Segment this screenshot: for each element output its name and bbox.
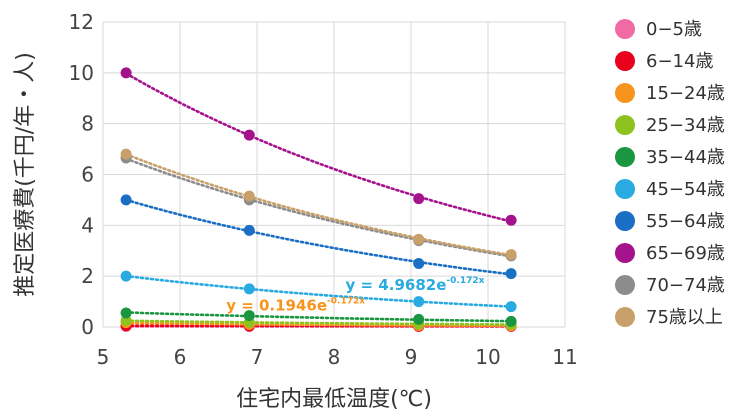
data-point bbox=[120, 270, 132, 282]
fit-equation-exponent: -0.172x bbox=[327, 296, 365, 306]
legend-label: 25−34歳 bbox=[646, 115, 725, 136]
legend-marker bbox=[615, 179, 635, 199]
data-point bbox=[243, 224, 255, 236]
legend-marker bbox=[615, 211, 635, 231]
trendline bbox=[124, 157, 513, 258]
y-tick-label: 0 bbox=[81, 315, 94, 339]
x-tick-label: 8 bbox=[328, 345, 341, 369]
legend-label: 55−64歳 bbox=[646, 211, 725, 232]
legend-marker bbox=[615, 83, 635, 103]
y-tick-label: 4 bbox=[81, 213, 94, 237]
legend-marker bbox=[615, 243, 635, 263]
legend-marker bbox=[615, 275, 635, 295]
x-tick-label: 5 bbox=[97, 345, 110, 369]
data-point bbox=[413, 313, 425, 325]
x-axis-title: 住宅内最低温度(℃) bbox=[236, 387, 432, 412]
data-point bbox=[413, 233, 425, 245]
trendline bbox=[124, 311, 513, 323]
legend-marker bbox=[615, 147, 635, 167]
x-tick-label: 6 bbox=[174, 345, 187, 369]
legend: 0−5歳 6−14歳 15−24歳 25−34歳 35−44歳 45−54歳 55−64歳 6… bbox=[615, 19, 725, 328]
trendline bbox=[124, 274, 513, 308]
fit-equation-base: y = 4.9682e bbox=[346, 276, 447, 294]
legend-label: 0−5歳 bbox=[646, 19, 702, 40]
trendline bbox=[124, 198, 513, 276]
legend-label: 15−24歳 bbox=[646, 83, 725, 104]
legend-label: 75歳以上 bbox=[646, 307, 723, 328]
y-tick-label: 10 bbox=[69, 61, 94, 85]
axis-ticks: 5 6 7 8 9 10 11 0 2 4 6 8 10 12 bbox=[69, 10, 578, 369]
data-point bbox=[243, 283, 255, 295]
data-point bbox=[505, 249, 517, 261]
x-tick-label: 11 bbox=[552, 345, 577, 369]
data-point bbox=[120, 148, 132, 160]
x-tick-label: 7 bbox=[251, 345, 264, 369]
legend-label: 6−14歳 bbox=[646, 51, 713, 72]
fit-equation: y = 0.1946e-0.172x bbox=[226, 296, 365, 314]
trendline bbox=[124, 321, 513, 328]
data-point bbox=[120, 315, 132, 327]
y-tick-label: 8 bbox=[81, 112, 94, 136]
data-point bbox=[120, 194, 132, 206]
legend-label: 70−74歳 bbox=[646, 275, 725, 296]
data-point bbox=[505, 301, 517, 313]
legend-label: 45−54歳 bbox=[646, 179, 725, 200]
legend-label: 35−44歳 bbox=[646, 147, 725, 168]
data-point bbox=[413, 193, 425, 205]
data-point bbox=[243, 129, 255, 141]
y-tick-label: 6 bbox=[81, 163, 94, 187]
data-point bbox=[413, 257, 425, 269]
fit-equation-exponent: -0.172x bbox=[446, 276, 484, 286]
trendline bbox=[124, 72, 513, 223]
data-point bbox=[120, 307, 132, 319]
x-tick-label: 10 bbox=[475, 345, 500, 369]
legend-marker bbox=[615, 19, 635, 39]
legend-marker bbox=[615, 307, 635, 327]
fit-equation-base: y = 0.1946e bbox=[226, 296, 327, 314]
trendline bbox=[124, 153, 513, 257]
data-point bbox=[413, 296, 425, 308]
data-point bbox=[505, 315, 517, 327]
data-point bbox=[505, 214, 517, 226]
data-point bbox=[243, 190, 255, 202]
data-point bbox=[120, 67, 132, 79]
trendlines bbox=[124, 72, 513, 328]
legend-marker bbox=[615, 115, 635, 135]
y-tick-label: 2 bbox=[81, 264, 94, 288]
data-point bbox=[505, 268, 517, 280]
fit-equation: y = 4.9682e-0.172x bbox=[346, 276, 485, 294]
y-tick-label: 12 bbox=[69, 10, 94, 34]
legend-label: 65−69歳 bbox=[646, 243, 725, 264]
data-point bbox=[243, 310, 255, 322]
y-axis-title: 推定医療費(千円/年・人) bbox=[13, 52, 38, 297]
data-points bbox=[120, 67, 517, 332]
trendline bbox=[124, 319, 513, 326]
x-tick-label: 9 bbox=[405, 345, 418, 369]
legend-marker bbox=[615, 51, 635, 71]
